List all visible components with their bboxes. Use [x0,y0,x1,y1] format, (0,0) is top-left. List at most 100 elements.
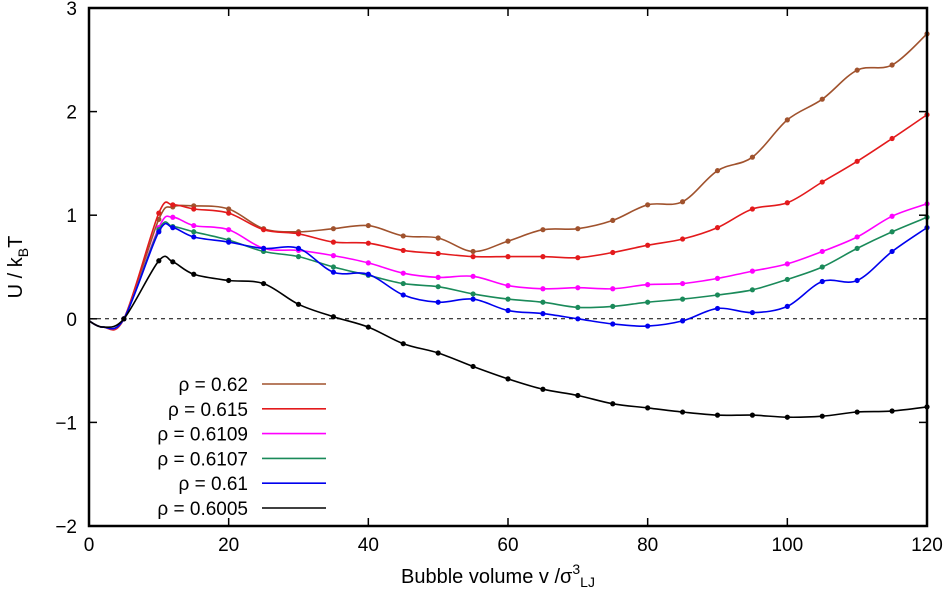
data-point [645,242,651,248]
data-point [610,286,616,292]
data-point [191,234,197,240]
series-group [88,255,930,420]
data-point [435,284,441,290]
ticks-layer: 0 20 40 60 80 100 120 −2 −1 0 1 2 3 [55,0,943,556]
x-tick-label: 80 [637,535,658,556]
data-point [749,206,756,212]
data-point [575,304,581,311]
data-point [191,206,197,212]
legend-label: ρ = 0.615 [168,400,248,421]
data-point [505,307,511,314]
data-point [400,233,406,239]
data-point [749,309,756,316]
x-axis-label: Bubble volume v /σ3LJ [401,561,595,590]
data-point [435,350,441,356]
legend: ρ = 0.62 ρ = 0.615 ρ = 0.6109 ρ = 0.6107 ρ =… [157,375,326,520]
data-point [610,401,616,407]
data-point [714,275,721,281]
y-axis-label: U / kBT [5,236,31,299]
data-point [295,254,302,260]
series-layer [88,31,930,420]
data-point [295,245,302,251]
data-point [470,363,476,370]
data-point [645,282,651,288]
data-point [610,249,616,256]
data-point [260,227,267,233]
data-point [889,408,895,414]
series-group [88,222,930,330]
y-tick-label: 1 [66,206,77,227]
data-point [784,303,790,309]
x-tick-label: 120 [911,535,943,556]
data-point [714,292,721,298]
data-point [330,253,337,259]
data-point [749,287,756,293]
data-point [540,386,546,392]
plot-frame [87,6,929,528]
data-point [435,299,441,305]
data-point [505,238,511,244]
data-point [170,259,176,265]
data-point [784,276,790,283]
data-point [749,154,756,160]
legend-label: ρ = 0.61 [179,474,248,495]
data-point [400,292,406,298]
data-point [260,280,267,287]
data-point [470,248,476,255]
data-point [889,62,895,68]
series-group [88,201,930,330]
data-point [400,280,406,287]
data-point [540,254,546,260]
data-point [365,240,371,246]
data-point [819,179,825,185]
data-point [365,271,371,277]
data-point [679,296,686,302]
x-tick-label: 0 [84,535,95,556]
data-point [819,278,825,285]
data-point [226,239,232,245]
x-tick-label: 40 [358,535,379,556]
data-point [714,225,721,231]
data-point [470,254,476,260]
data-point [435,250,441,257]
data-point [819,96,825,102]
data-point [156,258,162,264]
data-point [330,314,337,320]
data-point [819,413,825,419]
data-point [505,296,511,302]
data-point [889,135,895,142]
y-tick-label: −2 [55,517,77,538]
data-point [679,199,686,205]
data-point [330,269,337,275]
data-point [854,158,860,164]
data-point [540,311,546,317]
data-point [784,200,790,206]
data-point [645,405,651,411]
data-point [156,229,162,235]
data-point [889,213,895,219]
data-point [540,299,546,305]
data-point [889,248,895,255]
data-point [679,409,686,415]
data-point [365,324,371,330]
y-tick-label: 2 [66,103,77,124]
data-point [170,202,176,208]
data-point [610,303,616,309]
data-point [540,286,546,292]
legend-label: ρ = 0.62 [179,375,248,396]
data-point [365,222,371,229]
data-point [260,245,267,251]
data-point [784,261,790,267]
data-point [679,318,686,324]
legend-label: ρ = 0.6109 [157,425,248,446]
data-point [610,321,616,327]
data-point [191,271,197,277]
data-point [170,225,176,231]
data-point [170,214,176,220]
data-point [400,270,406,276]
data-point [714,412,721,418]
data-point [819,264,825,270]
data-point [400,247,406,254]
data-point [121,316,127,322]
